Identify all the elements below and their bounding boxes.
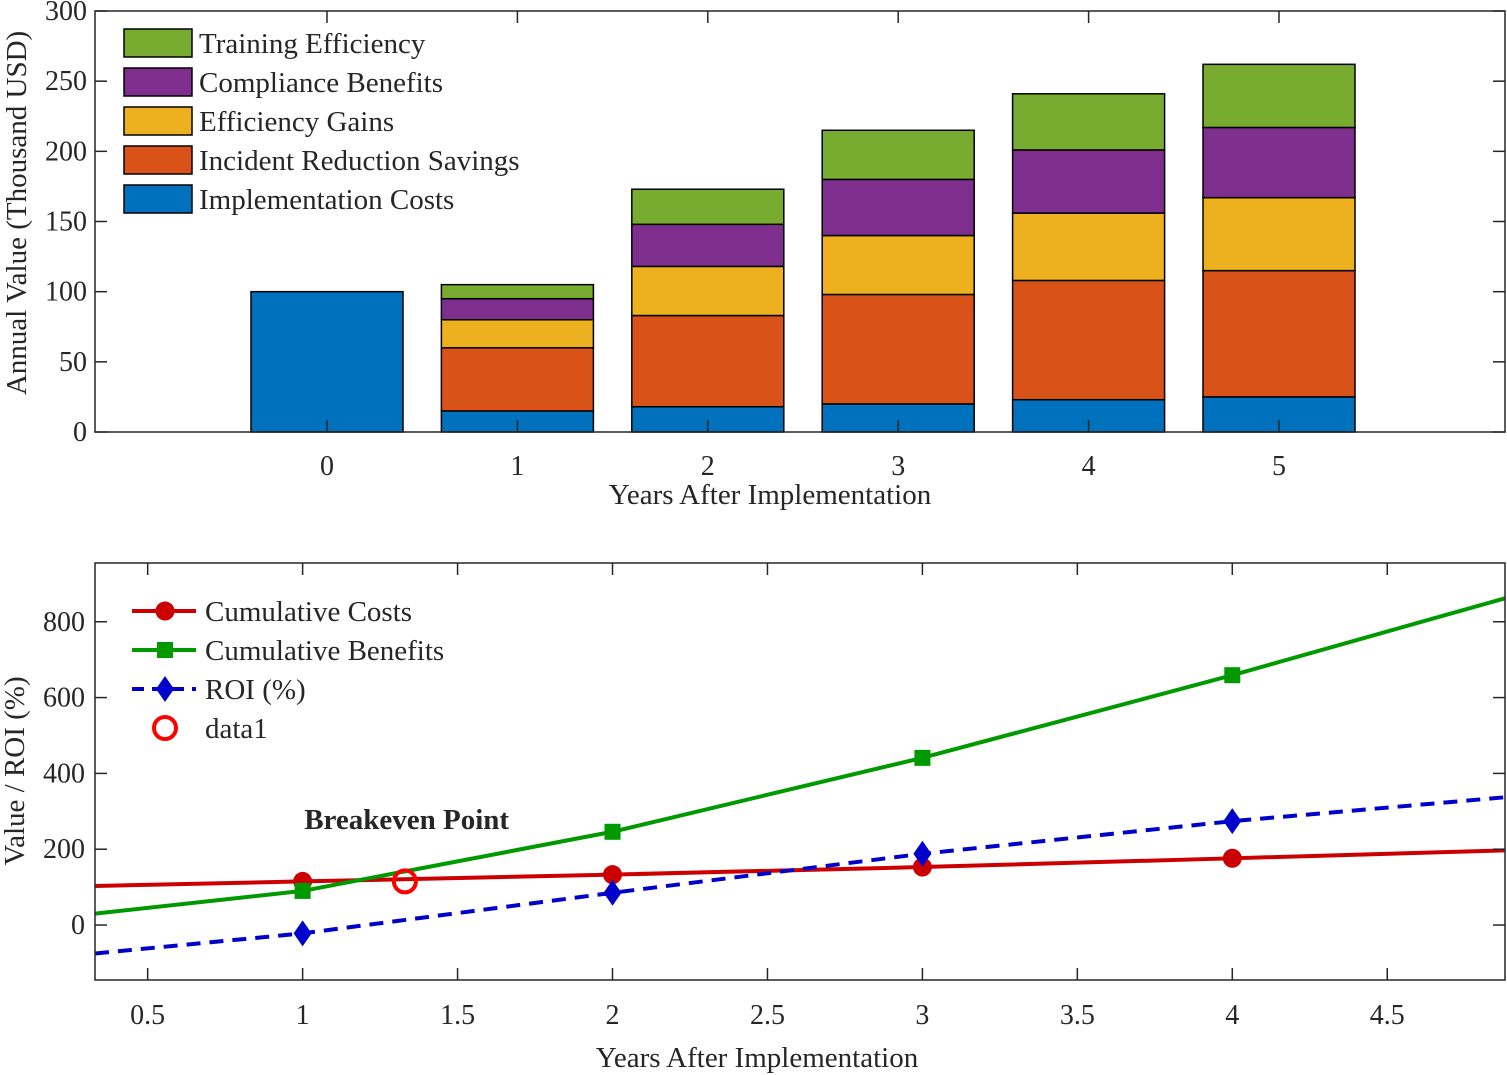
legend-marker (157, 642, 173, 658)
y-tick-label: 100 (45, 277, 87, 308)
data-point (1223, 808, 1242, 835)
legend-swatch (123, 28, 193, 58)
bar-segment (631, 314, 785, 408)
bar-segment (1202, 63, 1356, 129)
bar-segment (1011, 93, 1166, 151)
x-tick-label: 1 (296, 1000, 310, 1031)
x-tick-label: 3.5 (1060, 1000, 1095, 1031)
legend-marker (155, 601, 175, 621)
bottom-y-axis-label: Value / ROI (%) (0, 676, 31, 865)
x-tick-label: 4.5 (1370, 1000, 1405, 1031)
legend-label: ROI (%) (205, 674, 306, 706)
data-point (391, 868, 418, 895)
x-tick-label: 4 (1225, 1000, 1239, 1031)
top-legend: Training Efficiency Compliance Benefits Ef… (123, 28, 520, 216)
data-point (914, 749, 931, 766)
bar-group (250, 63, 1356, 433)
legend-marker (152, 715, 178, 741)
y-tick-label: 150 (45, 207, 87, 238)
x-tick-label: 1 (510, 451, 524, 482)
bar-segment (1202, 126, 1356, 199)
x-tick-label: 4 (1082, 451, 1096, 482)
bar-segment (631, 265, 785, 317)
bottom-axes-box (94, 562, 1506, 981)
series-line (95, 848, 1505, 888)
y-tick-label: 200 (43, 834, 85, 865)
bar-segment (821, 234, 975, 296)
x-tick-label: 3 (915, 1000, 929, 1031)
bar-segment (1202, 269, 1356, 398)
series-line (95, 596, 1505, 916)
data-point (1224, 667, 1241, 684)
bar-segment (1011, 149, 1166, 214)
bar-segment (821, 129, 975, 181)
bar-segment (821, 178, 975, 237)
data-point (604, 823, 621, 840)
bar-segment (1011, 279, 1166, 401)
y-tick-label: 0 (71, 910, 85, 941)
marker-group (293, 667, 1242, 947)
y-tick-label: 400 (43, 758, 85, 789)
y-tick-label: 600 (43, 683, 85, 714)
legend-swatch (123, 184, 193, 214)
stacked-bar-chart: 0 50 100 150 200 250 300 0 1 2 3 4 5 Years After Imp… (1, 0, 1506, 511)
legend-label: Incident Reduction Savings (199, 145, 520, 177)
legend-label: data1 (205, 713, 268, 745)
x-tick-label: 1.5 (440, 1000, 475, 1031)
bottom-x-axis-label: Years After Implementation (596, 1042, 919, 1074)
x-tick-label: 5 (1272, 451, 1286, 482)
line-chart: 0 200 400 600 800 0.5 1 1.5 2 2.5 3 3.5 4 4.5 Years A… (0, 562, 1506, 1074)
bar-segment (440, 297, 595, 321)
top-y-axis-label: Annual Value (Thousand USD) (1, 31, 33, 395)
bar-segment (821, 293, 975, 405)
x-tick-label: 2 (701, 451, 715, 482)
bar-segment (1202, 196, 1356, 272)
legend-label: Efficiency Gains (199, 106, 394, 138)
x-tick-label: 2.5 (750, 1000, 785, 1031)
bar-segment (631, 223, 785, 268)
series-line (95, 795, 1505, 956)
legend-label: Cumulative Benefits (205, 635, 444, 667)
top-x-axis-label: Years After Implementation (609, 479, 932, 511)
bottom-legend: Cumulative Costs Cumulative Benefits ROI (… (132, 596, 444, 745)
legend-swatch (123, 145, 193, 175)
x-tick-label: 3 (891, 451, 905, 482)
y-tick-label: 800 (43, 607, 85, 638)
y-tick-label: 300 (45, 0, 87, 27)
data-point (913, 840, 932, 867)
data-point (1222, 848, 1242, 868)
top-ticks: 0 50 100 150 200 250 300 0 1 2 3 4 5 (45, 0, 1505, 482)
data-point (294, 882, 311, 899)
legend-marker (156, 676, 174, 702)
legend-label: Training Efficiency (199, 28, 426, 60)
legend-label: Implementation Costs (199, 184, 454, 216)
legend-swatch (123, 67, 193, 97)
x-tick-label: 0 (320, 451, 334, 482)
bar-segment (440, 283, 595, 300)
bar-segment (440, 318, 595, 349)
bottom-ticks: 0 200 400 600 800 0.5 1 1.5 2 2.5 3 3.5 4 4.5 (43, 563, 1505, 1031)
bar-segment (440, 347, 595, 412)
y-tick-label: 200 (45, 136, 87, 167)
line-series-group (95, 596, 1505, 956)
data-point (603, 879, 622, 906)
x-tick-label: 2 (606, 1000, 620, 1031)
breakeven-annotation: Breakeven Point (304, 804, 509, 836)
y-tick-label: 250 (45, 66, 87, 97)
data-point (293, 920, 312, 947)
bar-segment (1011, 212, 1166, 282)
bar-segment (631, 188, 785, 226)
y-tick-label: 50 (59, 347, 87, 378)
legend-swatch (123, 106, 193, 136)
legend-label: Cumulative Costs (205, 596, 412, 628)
legend-label: Compliance Benefits (199, 67, 443, 99)
y-tick-label: 0 (73, 417, 87, 448)
bar-segment (250, 290, 404, 433)
x-tick-label: 0.5 (130, 1000, 165, 1031)
